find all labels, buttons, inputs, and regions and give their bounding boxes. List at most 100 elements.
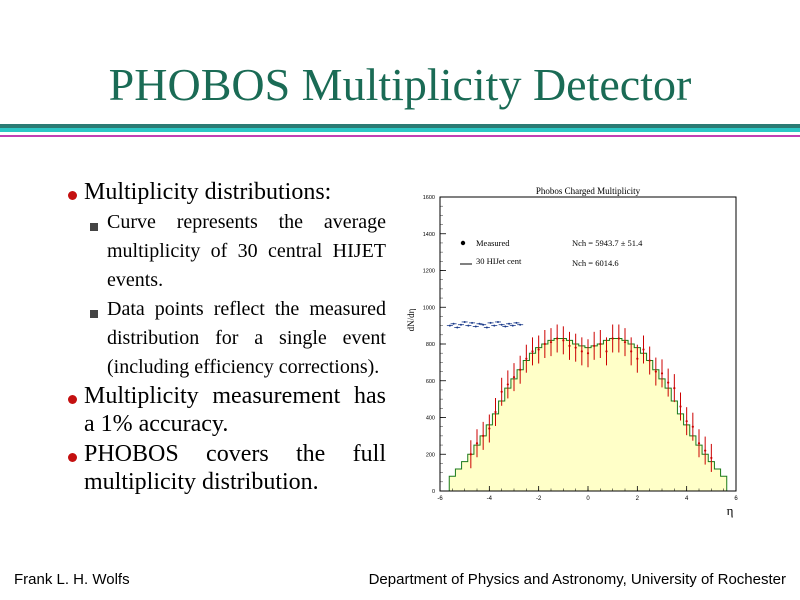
measured-point (574, 346, 577, 349)
bullet-3-text: PHOBOS covers the full multiplicity dist… (84, 441, 386, 495)
hijet-histogram (448, 337, 728, 492)
off-acceptance-point (448, 324, 451, 327)
multiplicity-chart: Phobos Charged Multiplicity -6 -4 -2 0 2 4 6 0 20… (406, 186, 738, 518)
y-tick-label: 200 (426, 452, 435, 458)
measured-point (636, 357, 639, 360)
chart-title: Phobos Charged Multiplicity (536, 186, 641, 196)
bullet-1: Multiplicity distributions: (60, 178, 386, 206)
off-acceptance-point (467, 324, 470, 327)
measured-point (488, 427, 491, 430)
footer-department: Department of Physics and Astronomy, Uni… (368, 571, 786, 588)
off-acceptance-point (489, 321, 492, 324)
measured-point (630, 350, 633, 353)
measured-point (562, 339, 565, 342)
x-tick-label: 0 (586, 496, 590, 502)
measured-point (494, 410, 497, 414)
measured-point (469, 453, 472, 456)
measured-point (623, 341, 627, 344)
y-tick-label: 1200 (423, 269, 435, 275)
measured-point (475, 442, 479, 445)
legend-hijet-label: 30 HIJet cent (476, 256, 522, 266)
x-tick-label: 6 (734, 496, 738, 502)
measured-point (599, 342, 602, 346)
y-tick-label: 800 (426, 342, 435, 348)
legend-measured-marker (460, 240, 466, 246)
measured-point (660, 372, 664, 375)
measured-point (500, 390, 503, 393)
title-rule-magenta (0, 135, 800, 137)
bullet-dot-icon (68, 453, 77, 462)
bullet-2: Multiplicity measurement has a 1% accura… (60, 382, 386, 438)
annotation-hijet-nch: Nch = 6014.6 (572, 258, 619, 268)
off-acceptance-point (504, 325, 507, 328)
measured-point (710, 456, 713, 460)
y-tick-label: 600 (426, 379, 435, 385)
off-acceptance-point (508, 322, 511, 325)
sub-bullet-1: Curve represents the average multiplicit… (60, 208, 386, 295)
square-bullet-icon (90, 223, 98, 231)
y-tick-label: 400 (426, 416, 435, 422)
off-acceptance-point (493, 324, 496, 327)
measured-point (648, 359, 651, 362)
off-acceptance-point (482, 323, 485, 326)
off-acceptance-point (478, 322, 481, 325)
measured-point (704, 449, 707, 452)
measured-point (685, 420, 688, 423)
bullet-list: Multiplicity distributions: Curve repres… (60, 178, 386, 498)
bullet-dot-icon (68, 395, 77, 404)
measured-point (537, 348, 540, 351)
off-acceptance-point (515, 321, 518, 324)
title-rule-cyan (0, 128, 800, 132)
measured-point (593, 344, 596, 347)
measured-point (556, 337, 559, 340)
measured-point (679, 405, 682, 408)
x-tick-label: -6 (437, 496, 443, 502)
off-acceptance-point (463, 320, 466, 323)
footer-author: Frank L. H. Wolfs (14, 571, 130, 588)
measured-point (482, 434, 485, 437)
off-acceptance-point (471, 321, 474, 324)
sub-bullet-2: Data points reflect the measured distrib… (60, 295, 386, 382)
measured-point (568, 344, 571, 347)
sub-bullet-1-text: Curve represents the average multiplicit… (107, 211, 386, 291)
off-acceptance-point (459, 323, 462, 326)
bullet-2-text: Multiplicity measurement has a 1% accura… (84, 383, 386, 437)
off-acceptance-point (519, 323, 522, 326)
y-tick-label: 1000 (423, 305, 435, 311)
measured-point (512, 375, 516, 379)
off-acceptance-point (485, 326, 488, 329)
measured-point (642, 348, 645, 351)
measured-point (519, 368, 522, 371)
off-acceptance-point (511, 324, 514, 327)
measured-point (697, 442, 701, 445)
measured-point (691, 425, 694, 428)
off-acceptance-point (474, 325, 477, 328)
measured-point (617, 337, 620, 340)
off-acceptance-point (456, 326, 459, 329)
off-acceptance-point (500, 323, 503, 326)
y-axis-label: dN/dη (406, 308, 416, 331)
title-rule-dark (0, 124, 800, 128)
x-tick-label: 2 (636, 496, 640, 502)
bullet-1-text: Multiplicity distributions: (84, 179, 332, 205)
legend-measured-label: Measured (476, 238, 510, 248)
slide-title: PHOBOS Multiplicity Detector (108, 59, 692, 110)
y-tick-label: 1400 (423, 232, 435, 238)
measured-point (611, 337, 614, 340)
measured-point (525, 357, 528, 360)
measured-point (543, 342, 546, 346)
measured-point (549, 341, 553, 344)
bullet-dot-icon (68, 191, 77, 200)
measured-point (673, 387, 676, 390)
x-tick-label: 4 (685, 496, 689, 502)
bullet-3: PHOBOS covers the full multiplicity dist… (60, 440, 386, 496)
annotation-measured-nch: Nch = 5943.7 ± 51.4 (572, 238, 643, 248)
off-acceptance-point (496, 320, 499, 323)
measured-point (667, 381, 670, 384)
measured-point (605, 350, 608, 353)
x-tick-label: -4 (487, 496, 493, 502)
measured-point (531, 350, 534, 353)
y-tick-label: 1600 (423, 195, 435, 201)
square-bullet-icon (90, 310, 98, 318)
measured-point (506, 383, 509, 386)
